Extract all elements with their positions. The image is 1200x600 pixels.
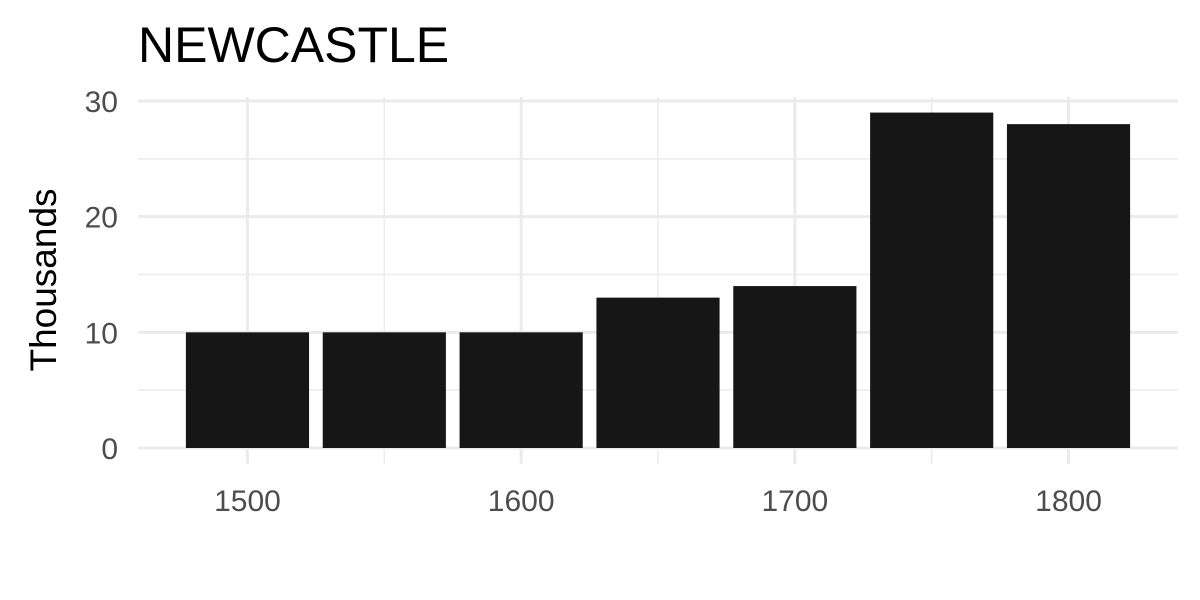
x-tick-labels: 1500 1600 1700 1800: [214, 485, 1102, 518]
y-tick-labels: 0 10 20 30: [85, 86, 118, 466]
bars: [185, 112, 1131, 449]
x-tick-label: 1800: [1035, 485, 1102, 518]
y-tick-label: 20: [85, 202, 118, 235]
bar: [459, 332, 583, 448]
bar: [733, 286, 857, 448]
chart-title: NEWCASTLE: [138, 17, 449, 73]
x-tick-label: 1700: [761, 485, 828, 518]
x-tick-label: 1500: [214, 485, 281, 518]
bar: [185, 332, 310, 448]
y-tick-label: 10: [85, 317, 118, 350]
y-tick-label: 0: [101, 433, 118, 466]
bar: [596, 297, 720, 448]
y-tick-label: 30: [85, 86, 118, 119]
bar: [870, 112, 994, 449]
x-tick-label: 1600: [488, 485, 555, 518]
bar: [322, 332, 446, 448]
bar: [1006, 124, 1131, 448]
y-axis-label: Thousands: [23, 188, 64, 371]
